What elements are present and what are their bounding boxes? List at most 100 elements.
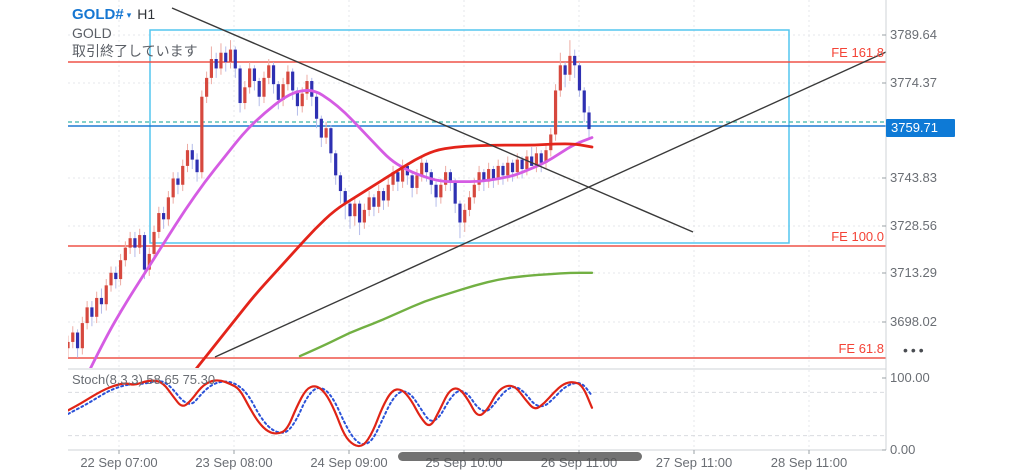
candle-body: [238, 68, 242, 104]
candle-body: [267, 65, 271, 78]
candle-body: [539, 153, 543, 163]
candle-body: [68, 341, 70, 349]
candle-body: [520, 159, 524, 170]
symbol-label: GOLD#: [72, 6, 124, 23]
ma-slow-green: [298, 271, 594, 358]
candle-body: [319, 118, 323, 138]
time-axis-label: 24 Sep 09:00: [310, 455, 388, 470]
time-axis-label: 23 Sep 08:00: [195, 455, 273, 470]
time-axis-label: 22 Sep 07:00: [80, 455, 158, 470]
candle-body: [305, 81, 309, 94]
candle-body: [214, 59, 218, 69]
candle-body: [401, 165, 405, 182]
candle-body: [515, 159, 519, 173]
candle-body: [329, 128, 333, 154]
timeframe-label[interactable]: H1: [137, 6, 156, 22]
candle-body: [118, 260, 123, 280]
instrument-name: GOLD: [72, 25, 112, 41]
candle-body: [506, 162, 510, 176]
current-price-value: 3759.71: [891, 120, 938, 135]
candle-body: [219, 52, 223, 69]
horizontal-scrollbar[interactable]: [398, 452, 642, 461]
candle-body: [248, 68, 252, 88]
candle-body: [95, 297, 99, 317]
candle-body: [553, 90, 558, 135]
stoch-axis-top-label: 100.00: [890, 370, 930, 385]
symbol-selector[interactable]: GOLD# ▾: [72, 6, 131, 23]
candle-body: [314, 96, 319, 119]
candle-body: [295, 90, 300, 107]
candle-body: [496, 165, 500, 179]
fib-level-label: FE 61.8: [838, 341, 884, 356]
candle-body: [334, 153, 338, 176]
candle-body: [367, 197, 371, 210]
stoch-d-line: [68, 380, 593, 446]
ma-mid-red: [194, 142, 594, 368]
candle-body: [262, 77, 266, 97]
candle-body: [99, 297, 104, 305]
candle-body: [138, 235, 142, 248]
candle-body: [573, 55, 577, 66]
trendline[interactable]: [214, 51, 886, 358]
candle-body: [381, 191, 386, 201]
candle-body: [133, 238, 137, 248]
price-axis-label: 3789.64: [890, 27, 937, 42]
candle-body: [104, 285, 108, 305]
candle-body: [162, 213, 166, 220]
candle-body: [205, 77, 209, 97]
candle-body: [372, 197, 376, 207]
candle-body: [233, 49, 237, 69]
market-status-message: 取引終了しています: [72, 43, 198, 59]
candle-body: [439, 184, 443, 198]
time-axis-label: 28 Sep 11:00: [770, 455, 848, 470]
candle-body: [128, 238, 132, 248]
channel-rectangle[interactable]: [149, 29, 790, 244]
candle-body: [166, 197, 170, 220]
candle-body: [209, 59, 213, 78]
candle-body: [458, 203, 462, 223]
candle-body: [482, 172, 486, 182]
candle-body: [448, 172, 452, 182]
candle-body: [85, 307, 89, 324]
candle-body: [281, 84, 285, 100]
candle-body: [530, 156, 534, 166]
trendline[interactable]: [171, 7, 694, 233]
candle-body: [276, 84, 280, 100]
candle-body: [501, 165, 505, 176]
candle-body: [410, 175, 414, 188]
candle-body: [444, 172, 448, 185]
stoch-panel[interactable]: [68, 379, 886, 448]
candle-body: [300, 93, 304, 107]
more-options-button[interactable]: •••: [903, 342, 927, 358]
candle-body: [114, 272, 118, 280]
price-panel[interactable]: [66, 7, 886, 373]
candle-body: [424, 162, 429, 173]
fib-level-label: FE 100.0: [831, 229, 884, 244]
candle-body: [200, 96, 204, 173]
candle-body: [577, 65, 582, 91]
candle-body: [176, 178, 180, 185]
stoch-axis-bottom-label: 0.00: [890, 442, 916, 457]
candle-body: [147, 253, 151, 270]
candle-body: [343, 191, 347, 204]
candle-body: [510, 162, 515, 173]
candle-body: [224, 52, 228, 63]
candle-body: [491, 169, 496, 179]
candle-body: [310, 81, 314, 97]
candle-body: [348, 203, 352, 217]
stoch-k-line: [68, 379, 594, 448]
candle-body: [252, 68, 257, 82]
candle-body: [171, 178, 175, 198]
candle-body: [525, 156, 529, 170]
candle-body: [357, 203, 362, 223]
price-axis-label: 3774.37: [890, 75, 937, 90]
candle-body: [463, 209, 467, 223]
candle-body: [396, 172, 400, 182]
candle-body: [271, 65, 276, 85]
candle-body: [549, 134, 553, 151]
candle-body: [434, 184, 438, 198]
candle-body: [377, 191, 381, 207]
candle-body: [544, 150, 548, 163]
candle-body: [582, 90, 586, 113]
